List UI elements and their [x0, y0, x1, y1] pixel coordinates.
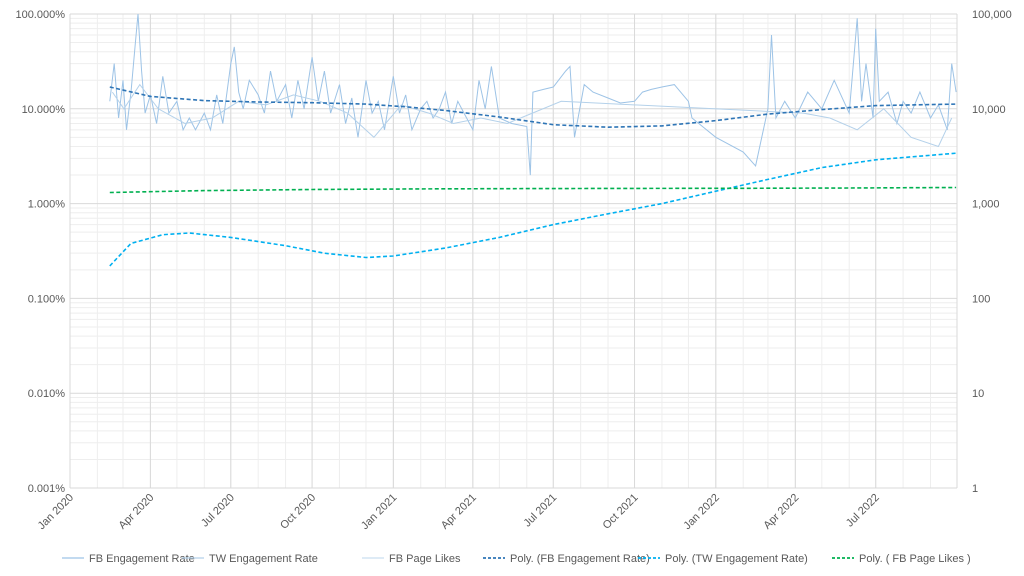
x-axis: Jan 2020 Apr 2020 Jul 2020 Oct 2020 Jan 2021…	[36, 492, 882, 532]
series-line-4	[109, 152, 957, 267]
right-axis-tick-label: 100,000	[972, 9, 1012, 21]
x-axis-tick-label: Apr 2021	[439, 492, 479, 532]
x-axis-tick-label: Jul 2020	[199, 492, 237, 530]
x-axis-tick-label: Oct 2021	[601, 492, 641, 532]
series-line-0	[109, 13, 957, 176]
legend-label: TW Engagement Rate	[209, 553, 318, 565]
series-line-3	[109, 86, 957, 129]
left-axis: 0.001% 0.010% 0.100% 1.000% 10.000% 100.000%	[15, 9, 65, 495]
left-axis-tick-label: 0.100%	[28, 293, 66, 305]
series-line-5	[109, 186, 957, 194]
x-axis-tick-label: Apr 2020	[116, 492, 156, 532]
left-axis-tick-label: 10.000%	[22, 104, 66, 116]
x-axis-tick-label: Apr 2022	[761, 492, 801, 532]
right-axis-tick-label: 10	[972, 388, 984, 400]
x-axis-tick-label: Jul 2021	[521, 492, 559, 530]
legend-label: Poly. ( FB Page Likes )	[859, 553, 971, 565]
x-axis-tick-label: Oct 2020	[278, 492, 318, 532]
legend: FB Engagement Rate TW Engagement Rate FB P…	[62, 553, 971, 565]
grid	[69, 13, 958, 489]
legend-label: FB Page Likes	[389, 553, 461, 565]
x-axis-tick-label: Jul 2022	[844, 492, 882, 530]
right-axis-tick-label: 10,000	[972, 104, 1006, 116]
x-axis-tick-label: Jan 2020	[36, 492, 76, 532]
legend-label: FB Engagement Rate	[89, 553, 195, 565]
right-axis-tick-label: 1	[972, 483, 978, 495]
x-axis-tick-label: Jan 2021	[359, 492, 399, 532]
x-axis-tick-label: Jan 2022	[681, 492, 721, 532]
series-line-1	[111, 83, 953, 148]
left-axis-tick-label: 0.001%	[28, 483, 66, 495]
right-axis: 1 10 100 1,000 10,000 100,000	[972, 9, 1012, 495]
left-axis-tick-label: 0.010%	[28, 388, 66, 400]
left-axis-tick-label: 1.000%	[28, 199, 66, 211]
left-axis-tick-label: 100.000%	[15, 9, 65, 21]
right-axis-tick-label: 1,000	[972, 199, 1000, 211]
series-group	[109, 13, 957, 267]
legend-label: Poly. (FB Engagement Rate)	[510, 553, 650, 565]
right-axis-tick-label: 100	[972, 293, 990, 305]
legend-label: Poly. (TW Engagement Rate)	[665, 553, 808, 565]
